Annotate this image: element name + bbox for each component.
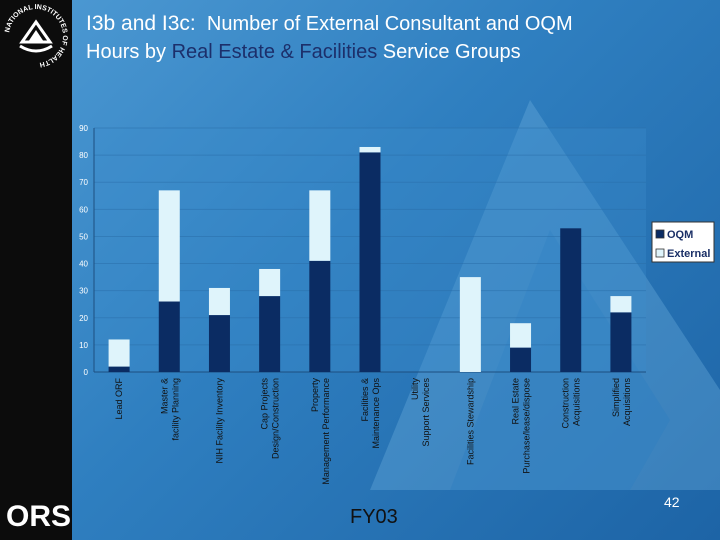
x-category-label-line: Master & <box>159 378 169 414</box>
x-category-label-line: Facilities Stewardship <box>465 378 475 465</box>
bar-external <box>359 146 381 153</box>
nih-logo: NATIONAL INSTITUTES OF HEALTH <box>4 4 68 68</box>
x-category-label: PropertyManagement Performance <box>310 378 331 485</box>
y-tick-label: 40 <box>79 260 88 269</box>
x-category-label: Facilities Stewardship <box>465 378 475 465</box>
bar-oqm <box>610 312 632 372</box>
bar-oqm <box>208 315 230 372</box>
bar-oqm <box>359 152 381 372</box>
x-category-label: UtilitySupport Services <box>410 378 431 447</box>
y-tick-label: 70 <box>79 178 88 187</box>
x-category-label: Real EstatePurchase/lease/dispose <box>511 378 532 474</box>
bar-oqm <box>158 301 180 372</box>
title-line-2: Hours by Real Estate & Facilities Servic… <box>86 38 706 66</box>
bar-oqm <box>108 366 130 372</box>
bar-external <box>158 190 180 302</box>
y-tick-label: 90 <box>79 124 88 133</box>
title-lead: I3b and I3c: <box>86 12 196 35</box>
x-category-label-line: Design/Construction <box>271 378 281 459</box>
x-category-label-line: NIH Facility Inventory <box>214 378 224 464</box>
x-category-label: Facilities &Maintenance Ops <box>360 378 381 449</box>
sidebar-bar: NATIONAL INSTITUTES OF HEALTH ORS <box>0 0 72 540</box>
y-tick-label: 60 <box>79 205 88 214</box>
bar-oqm <box>309 260 331 372</box>
legend-swatch <box>655 248 665 258</box>
x-category-label-line: Property <box>310 378 320 413</box>
title-mid: Number of External Consultant and OQM <box>206 13 573 35</box>
y-tick-label: 80 <box>79 151 88 160</box>
legend-label: External <box>667 248 710 260</box>
x-category-label: ConstructionAcquisitions <box>561 378 582 429</box>
legend-label: OQM <box>667 229 693 241</box>
y-tick-label: 0 <box>84 368 89 377</box>
title-line-1: I3b and I3c: Number of External Consulta… <box>86 10 706 38</box>
x-category-label-line: Maintenance Ops <box>371 378 381 449</box>
x-category-label: NIH Facility Inventory <box>214 378 224 464</box>
title-line2-a: Hours by <box>86 41 172 63</box>
background-arrow-decoration <box>370 100 720 490</box>
x-category-label-line: Purchase/lease/dispose <box>522 378 532 474</box>
y-tick-label: 10 <box>79 341 88 350</box>
x-category-label-line: Construction <box>561 378 571 429</box>
x-category-label: Master &facility Planning <box>159 378 180 441</box>
x-category-label: Cap ProjectsDesign/Construction <box>260 378 281 460</box>
x-category-label-line: facility Planning <box>170 378 180 441</box>
ors-logo: ORS <box>6 500 72 533</box>
page-number: 42 <box>664 494 680 510</box>
x-category-label: Lead ORF <box>114 378 124 420</box>
x-category-label: SimplifiedAcquisitions <box>611 378 632 427</box>
bar-oqm <box>259 296 281 372</box>
x-category-label-line: Acquisitions <box>572 378 582 427</box>
bar-external <box>108 339 130 367</box>
x-category-label-line: Facilities & <box>360 378 370 422</box>
x-category-label-line: Cap Projects <box>260 378 270 430</box>
y-tick-label: 50 <box>79 232 88 241</box>
x-category-label-line: Real Estate <box>511 378 521 425</box>
x-category-label-line: Management Performance <box>321 378 331 485</box>
y-tick-label: 30 <box>79 287 88 296</box>
footer-fy-label: FY03 <box>350 506 398 528</box>
bar-external <box>459 277 481 372</box>
bar-external <box>510 323 532 348</box>
bar-external <box>208 287 230 316</box>
bar-oqm <box>510 347 532 372</box>
bar-external <box>610 296 632 313</box>
x-category-label-line: Utility <box>410 378 420 400</box>
title-line2-b: Service Groups <box>377 41 521 63</box>
x-category-label-line: Simplified <box>611 378 621 417</box>
bar-external <box>309 190 331 261</box>
slide-title: I3b and I3c: Number of External Consulta… <box>86 10 706 66</box>
x-category-label-line: Lead ORF <box>114 378 124 420</box>
bar-oqm <box>560 228 582 372</box>
y-tick-label: 20 <box>79 314 88 323</box>
bar-external <box>259 268 281 297</box>
x-category-label-line: Support Services <box>421 378 431 447</box>
legend-swatch <box>655 229 665 239</box>
title-accent: Real Estate & Facilities <box>171 41 378 63</box>
x-category-label-line: Acquisitions <box>622 378 632 427</box>
